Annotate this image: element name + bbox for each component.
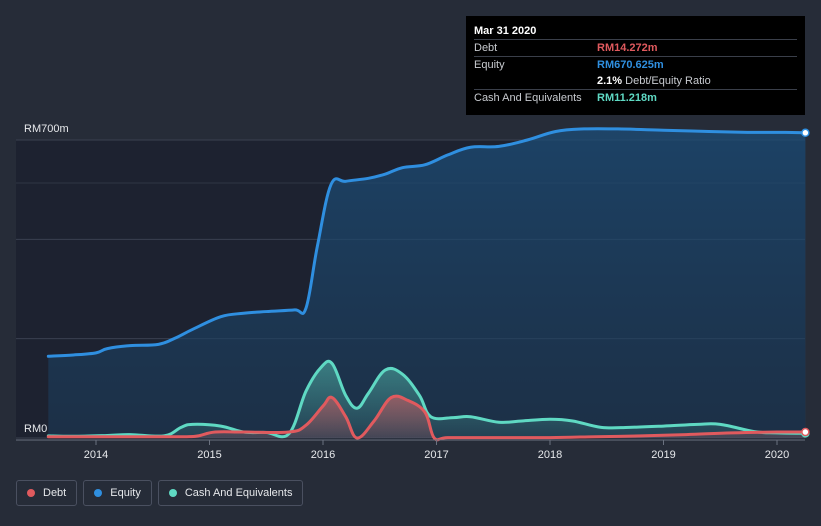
tooltip-debt-value: RM14.272m — [597, 42, 658, 54]
x-tick-label: 2020 — [765, 449, 789, 461]
x-tick-label: 2014 — [84, 449, 108, 461]
x-tick-label: 2019 — [651, 449, 675, 461]
chart-legend: Debt Equity Cash And Equivalents — [16, 480, 304, 506]
debt-dot-icon — [27, 489, 35, 497]
tooltip-row-ratio: 2.1% Debt/Equity Ratio — [474, 73, 797, 89]
tooltip-debt-label: Debt — [474, 42, 498, 54]
y-axis-zero-label: RM0 — [24, 423, 47, 435]
tooltip-date: Mar 31 2020 — [474, 25, 537, 37]
x-tick-label: 2017 — [424, 449, 448, 461]
data-tooltip: Mar 31 2020 Debt RM14.272m Equity RM670.… — [466, 16, 805, 115]
tooltip-equity-value: RM670.625m — [597, 59, 664, 71]
x-tick-label: 2016 — [311, 449, 335, 461]
x-tick-label: 2015 — [197, 449, 221, 461]
legend-item-cash[interactable]: Cash And Equivalents — [157, 480, 304, 506]
equity-dot-icon — [94, 489, 103, 497]
tooltip-cash-label: Cash And Equivalents — [474, 92, 582, 104]
debt-series-line — [46, 394, 807, 442]
tooltip-row-cash: Cash And Equivalents RM11.218m — [474, 89, 797, 106]
equity-end-point[interactable] — [801, 128, 810, 138]
tooltip-equity-label: Equity — [474, 59, 505, 71]
debt-end-point[interactable] — [801, 427, 810, 437]
tooltip-cash-value: RM11.218m — [597, 92, 657, 104]
tooltip-ratio-label: Debt/Equity Ratio — [625, 75, 711, 87]
legend-cash-label: Cash And Equivalents — [184, 487, 293, 499]
legend-debt-label: Debt — [43, 487, 67, 499]
tooltip-ratio-value: 2.1% — [597, 75, 623, 87]
x-tick-label: 2018 — [538, 449, 562, 461]
equity-series-line — [46, 127, 807, 358]
legend-item-debt[interactable]: Debt — [16, 480, 78, 506]
tooltip-row-equity: Equity RM670.625m — [474, 56, 797, 73]
legend-item-equity[interactable]: Equity — [83, 480, 152, 506]
y-axis-max-label: RM700m — [24, 123, 69, 135]
cash-series-line — [46, 359, 807, 439]
equity-area — [48, 128, 806, 438]
legend-equity-label: Equity — [110, 487, 141, 499]
tooltip-row-debt: Debt RM14.272m — [474, 39, 797, 56]
cash-dot-icon — [168, 489, 177, 497]
